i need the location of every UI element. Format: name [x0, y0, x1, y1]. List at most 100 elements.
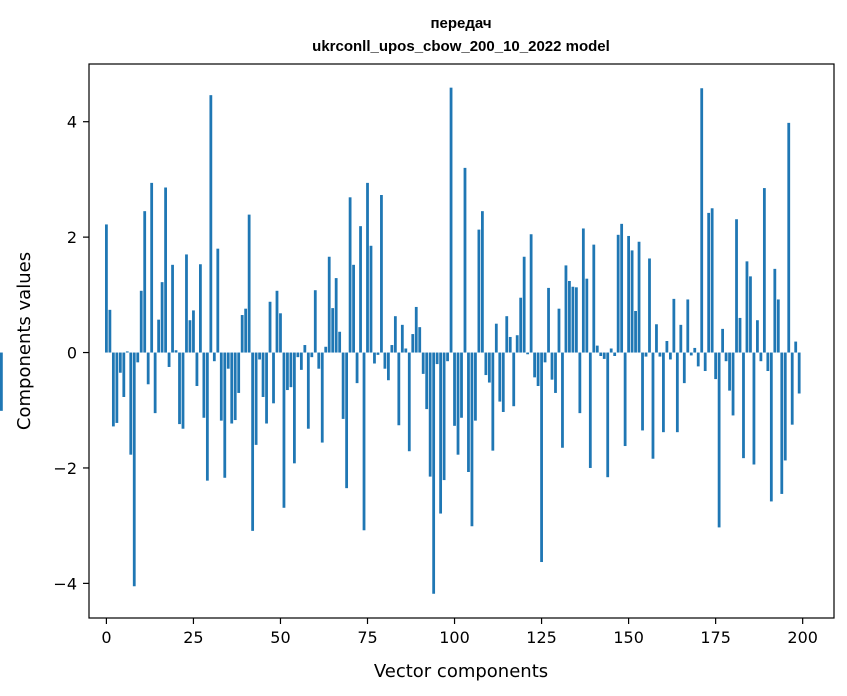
bar	[320, 352, 324, 443]
bar	[442, 352, 446, 481]
bar	[341, 352, 345, 419]
bar	[212, 352, 216, 362]
bar	[550, 352, 554, 380]
bar	[665, 341, 669, 353]
bar	[794, 341, 798, 353]
bar	[540, 352, 543, 563]
bar	[641, 352, 644, 431]
bar	[609, 348, 613, 353]
bar	[393, 316, 397, 353]
bar	[756, 320, 759, 353]
bar	[446, 352, 449, 362]
bar	[738, 317, 742, 353]
bar	[787, 122, 791, 353]
bar	[453, 352, 456, 426]
bar	[366, 182, 369, 353]
bar	[296, 352, 300, 358]
bar	[380, 195, 383, 353]
bar	[724, 352, 728, 362]
x-tick-label: 0	[101, 628, 111, 647]
bar	[634, 310, 637, 353]
bar	[547, 287, 550, 353]
bar	[686, 299, 690, 353]
bar	[146, 352, 150, 385]
bar	[282, 352, 286, 508]
bar	[111, 352, 115, 427]
bar	[721, 328, 724, 353]
bar	[261, 352, 265, 397]
bar	[105, 224, 108, 353]
x-axis-label: Vector components	[374, 661, 548, 682]
bar	[554, 352, 557, 393]
bar	[745, 261, 749, 353]
bar	[498, 352, 502, 402]
bar	[265, 352, 268, 424]
bar	[613, 352, 617, 356]
bar	[195, 352, 199, 387]
y-tick-label: 4	[67, 113, 77, 132]
x-axis: 0 25 50 75 100 125 150 175 200	[101, 618, 818, 647]
bar	[324, 346, 328, 353]
bar	[425, 352, 429, 410]
bar	[752, 352, 756, 465]
bar	[512, 352, 516, 407]
bar	[160, 282, 164, 353]
bar	[125, 351, 129, 353]
bar	[355, 352, 359, 384]
bar	[181, 352, 185, 429]
bar	[313, 290, 317, 353]
bar	[717, 352, 721, 528]
bar	[574, 287, 578, 353]
bar	[400, 324, 404, 353]
bar	[247, 214, 251, 353]
bar	[404, 348, 408, 353]
bar	[362, 352, 366, 531]
x-tick-label: 125	[526, 628, 557, 647]
bar	[630, 250, 634, 353]
bar	[463, 167, 467, 353]
bar	[675, 352, 679, 433]
bar	[776, 299, 780, 353]
bar	[331, 308, 335, 353]
bar	[279, 313, 282, 353]
bar	[0, 352, 3, 411]
bar	[522, 256, 526, 353]
bar	[585, 278, 589, 353]
bar	[122, 352, 126, 397]
y-tick-label: −2	[53, 459, 77, 478]
bar	[644, 352, 648, 357]
bar	[769, 352, 773, 502]
bar	[199, 264, 202, 353]
bar	[439, 352, 443, 514]
bar	[731, 352, 735, 416]
bar	[780, 352, 784, 494]
bar	[244, 308, 248, 353]
bar	[299, 352, 303, 370]
bar	[668, 352, 672, 360]
bar	[185, 254, 188, 353]
bar	[293, 352, 296, 464]
bar	[578, 352, 582, 414]
bar	[251, 352, 255, 531]
bar	[230, 352, 234, 424]
bar	[383, 352, 387, 369]
bar	[759, 352, 763, 362]
bar	[783, 352, 787, 461]
y-tick-label: −4	[53, 574, 77, 593]
bar	[421, 352, 425, 374]
bar	[136, 352, 140, 363]
bar	[655, 324, 658, 353]
bar	[143, 211, 147, 353]
bar	[289, 352, 293, 388]
bar	[762, 188, 766, 353]
bar	[268, 301, 272, 353]
bar	[411, 334, 415, 353]
bar	[118, 352, 122, 373]
bar	[627, 235, 630, 353]
bar	[620, 223, 624, 353]
bar	[602, 352, 606, 359]
x-tick-label: 200	[787, 628, 818, 647]
bar	[592, 244, 596, 353]
bar	[153, 352, 157, 414]
